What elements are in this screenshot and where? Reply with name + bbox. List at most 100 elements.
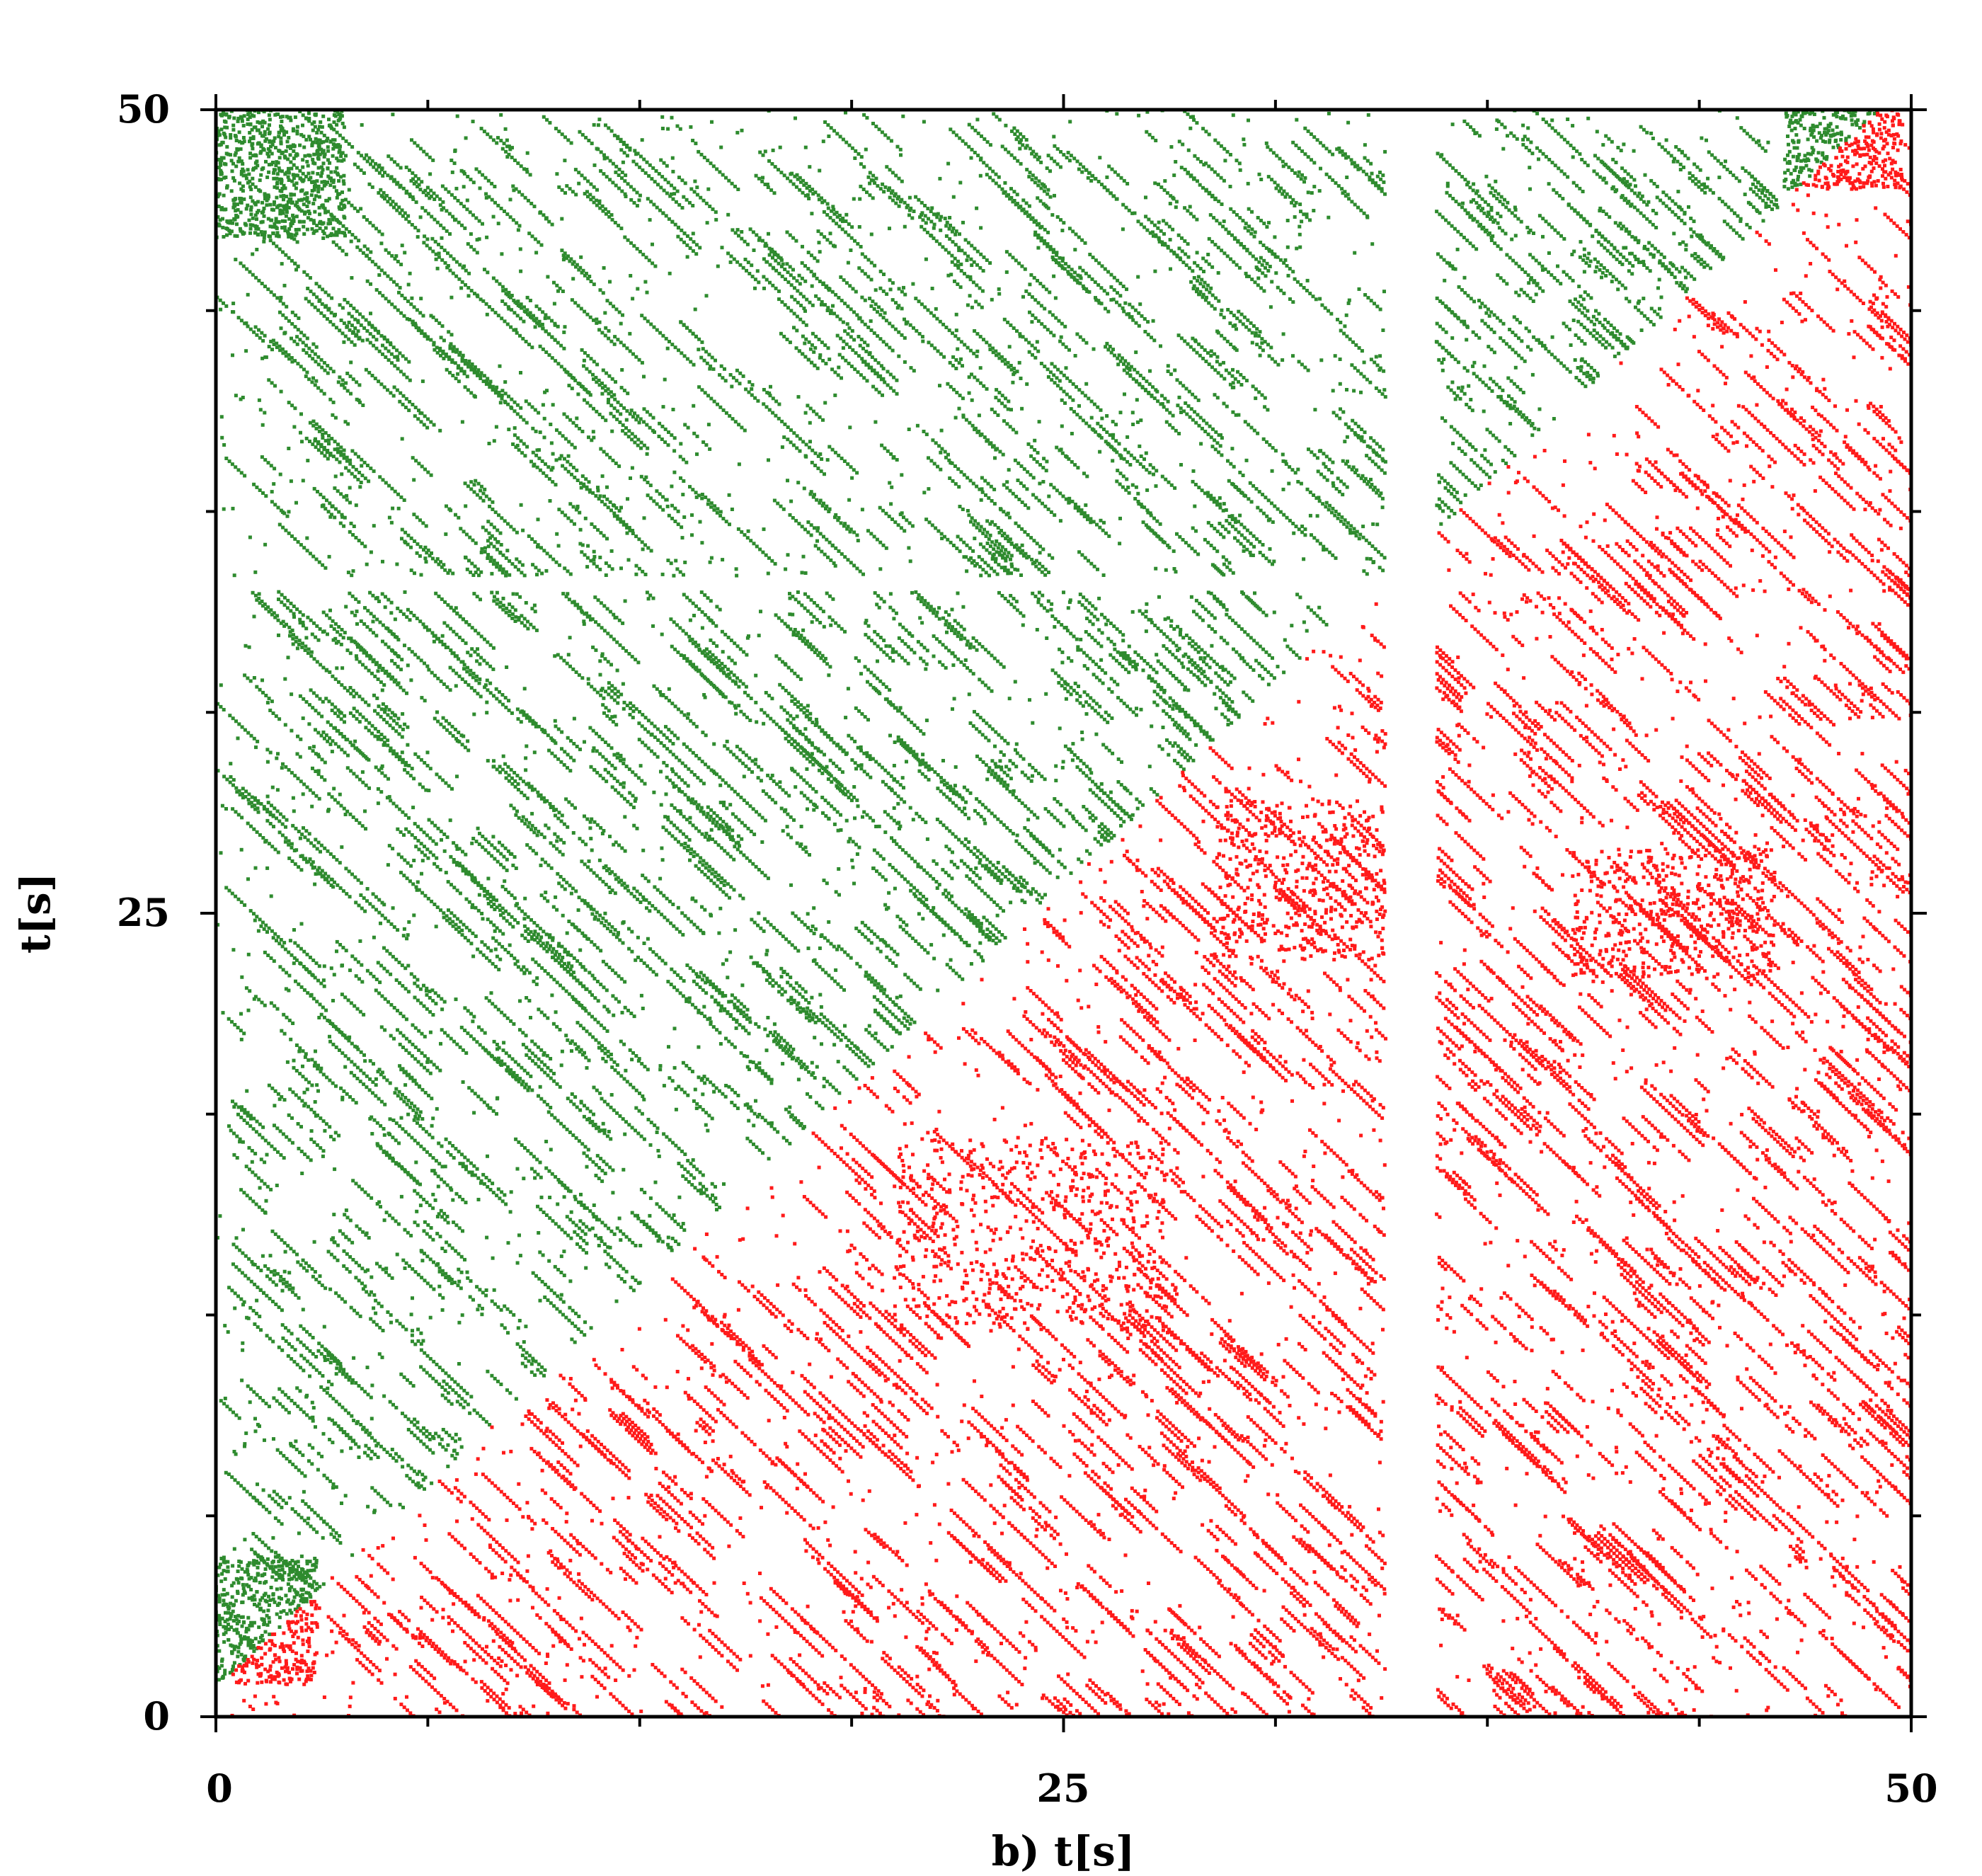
- recurrence-point: [438, 776, 442, 779]
- recurrence-point: [588, 1012, 591, 1016]
- recurrence-point: [593, 595, 597, 599]
- recurrence-point: [1259, 286, 1263, 290]
- recurrence-point: [414, 174, 418, 178]
- recurrence-point: [1446, 386, 1450, 389]
- recurrence-point: [623, 151, 626, 154]
- recurrence-point: [1351, 341, 1355, 344]
- recurrence-point: [981, 568, 985, 571]
- recurrence-point: [655, 953, 658, 956]
- recurrence-point: [704, 733, 708, 737]
- recurrence-point: [813, 364, 817, 367]
- recurrence-point: [1595, 265, 1598, 269]
- recurrence-point: [475, 1285, 479, 1288]
- recurrence-point: [463, 227, 466, 230]
- recurrence-point: [629, 707, 632, 710]
- recurrence-point: [1298, 360, 1301, 363]
- recurrence-point: [603, 1100, 607, 1104]
- recurrence-point: [447, 1391, 450, 1395]
- recurrence-point: [1210, 524, 1213, 527]
- recurrence-point: [607, 1266, 611, 1269]
- recurrence-point: [1287, 166, 1290, 169]
- recurrence-point: [1228, 321, 1232, 325]
- recurrence-point: [1025, 382, 1029, 386]
- recurrence-point: [689, 360, 692, 364]
- recurrence-point: [531, 1059, 534, 1063]
- recurrence-point: [407, 1133, 411, 1136]
- recurrence-point: [751, 275, 755, 278]
- recurrence-point: [994, 560, 997, 564]
- recurrence-point: [991, 939, 995, 942]
- recurrence-point: [730, 639, 733, 642]
- recurrence-point: [1047, 508, 1050, 511]
- recurrence-point: [233, 1023, 236, 1026]
- recurrence-point: [1371, 178, 1375, 182]
- recurrence-point: [311, 377, 315, 380]
- recurrence-point: [627, 429, 631, 433]
- recurrence-point: [342, 525, 345, 528]
- recurrence-point: [448, 1385, 452, 1389]
- recurrence-point: [631, 353, 635, 356]
- recurrence-point: [777, 984, 781, 988]
- recurrence-point: [1047, 600, 1050, 603]
- recurrence-point: [311, 1336, 315, 1339]
- recurrence-point: [383, 171, 386, 174]
- recurrence-point: [326, 1350, 330, 1354]
- recurrence-point: [1191, 645, 1194, 648]
- recurrence-point: [419, 1110, 423, 1114]
- recurrence-point: [399, 496, 403, 499]
- recurrence-point: [597, 1244, 601, 1247]
- recurrence-point: [1220, 144, 1223, 148]
- recurrence-point: [316, 1064, 320, 1068]
- recurrence-point: [307, 651, 310, 655]
- recurrence-point: [882, 639, 886, 642]
- recurrence-point: [511, 925, 515, 929]
- recurrence-point: [903, 973, 907, 976]
- recurrence-point: [273, 932, 277, 936]
- recurrence-point: [569, 573, 573, 576]
- recurrence-point: [408, 168, 411, 172]
- recurrence-point: [647, 747, 651, 750]
- recurrence-point: [423, 1148, 426, 1151]
- recurrence-point: [1601, 161, 1605, 164]
- recurrence-point: [527, 402, 531, 406]
- recurrence-point: [662, 761, 665, 765]
- recurrence-point: [628, 791, 631, 795]
- recurrence-point: [649, 323, 653, 326]
- recurrence-point: [895, 458, 899, 462]
- recurrence-point: [1088, 601, 1092, 605]
- recurrence-point: [271, 1497, 275, 1501]
- recurrence-point: [987, 564, 990, 567]
- recurrence-point: [1221, 692, 1225, 695]
- recurrence-point: [696, 776, 699, 779]
- recurrence-point: [711, 837, 714, 841]
- recurrence-point: [1097, 261, 1101, 265]
- recurrence-point: [479, 186, 482, 190]
- recurrence-point: [469, 178, 473, 181]
- recurrence-point: [462, 1389, 466, 1392]
- recurrence-point: [516, 161, 520, 165]
- recurrence-point: [544, 1283, 547, 1286]
- recurrence-point: [442, 1380, 446, 1383]
- recurrence-point: [431, 1238, 435, 1242]
- recurrence-point: [695, 725, 699, 728]
- recurrence-point: [518, 224, 522, 228]
- recurrence-point: [996, 413, 999, 417]
- recurrence-point: [607, 743, 610, 747]
- recurrence-point: [672, 753, 675, 756]
- recurrence-point: [886, 384, 890, 387]
- recurrence-point: [733, 888, 736, 891]
- recurrence-point: [1679, 281, 1683, 285]
- recurrence-point: [1633, 205, 1637, 209]
- recurrence-point: [503, 210, 506, 213]
- recurrence-point: [486, 270, 489, 274]
- recurrence-point: [485, 1420, 488, 1424]
- recurrence-point: [399, 391, 402, 395]
- recurrence-point: [566, 1039, 569, 1042]
- recurrence-point: [664, 962, 668, 966]
- recurrence-point: [847, 734, 850, 738]
- recurrence-point: [619, 412, 622, 416]
- recurrence-point: [1268, 559, 1271, 563]
- recurrence-point: [1615, 188, 1618, 192]
- recurrence-point: [597, 118, 601, 121]
- recurrence-point: [1111, 420, 1115, 423]
